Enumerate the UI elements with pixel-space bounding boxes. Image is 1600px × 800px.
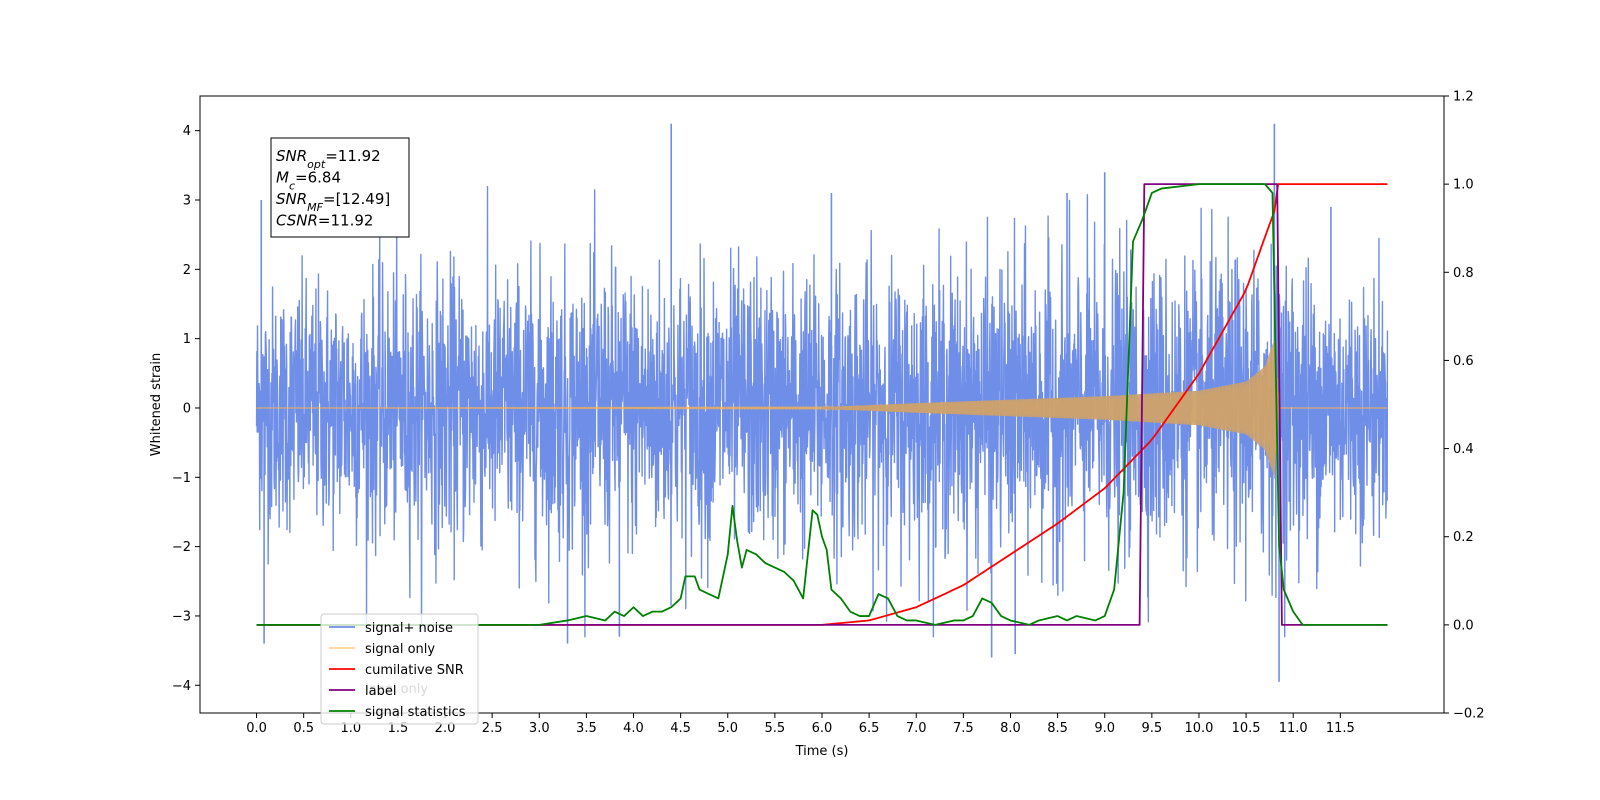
y-tick-label: 0 [183, 401, 191, 416]
x-tick-label: 10.5 [1232, 721, 1261, 736]
x-tick-label: 4.5 [670, 721, 691, 736]
y-tick-label: 4 [183, 124, 191, 139]
axes: 0.0 0.5 1.0 1.5 2.0 2.5 3.0 3.5 4.0 4.5 5.0 5.5 6.0 6… [149, 90, 1485, 760]
y-tick-label: −1 [172, 471, 191, 486]
x-tick-label: 0.0 [246, 721, 267, 736]
x-tick-label: 4.0 [623, 721, 644, 736]
legend-ghost-text: label only [365, 682, 428, 697]
y2-tick-label: 0.6 [1453, 354, 1474, 369]
y-tick-label: −4 [172, 679, 191, 694]
y2-tick-label: 1.0 [1453, 178, 1474, 193]
y-tick-label: −3 [172, 609, 191, 624]
x-tick-label: 7.0 [906, 721, 927, 736]
legend-label: cumilative SNR [365, 663, 464, 678]
legend-label: signal only [365, 642, 435, 657]
y2-tick-label: 0.2 [1453, 530, 1474, 545]
x-tick-label: 2.5 [482, 721, 503, 736]
x-tick-label: 3.0 [529, 721, 550, 736]
annotation-frame [270, 137, 410, 238]
x-tick-label: 3.5 [576, 721, 597, 736]
legend: label only signal+ noise signal only cumila… [320, 613, 479, 725]
annotation-line: Mc=6.84 [276, 169, 341, 193]
y2-tick-label: −0.2 [1453, 707, 1485, 722]
signal-only-envelope [822, 340, 1280, 476]
x-tick-label: 5.0 [717, 721, 738, 736]
x-tick-label: 11.5 [1326, 721, 1355, 736]
x-tick-label: 2.0 [435, 721, 456, 736]
legend-frame [320, 613, 479, 725]
x-tick-label: 9.0 [1094, 721, 1115, 736]
legend-label: label [365, 684, 396, 699]
x-tick-label: 6.5 [859, 721, 880, 736]
x-tick-label: 0.5 [293, 721, 314, 736]
x-axis-label: Time (s) [795, 744, 849, 759]
y2-tick-label: 0.0 [1453, 618, 1474, 633]
y-tick-label: −2 [172, 540, 191, 555]
x-tick-label: 8.5 [1047, 721, 1068, 736]
annotation-line: SNRMF=[12.49] [276, 190, 390, 214]
y2-tick-label: 0.4 [1453, 442, 1474, 457]
y-tick-label: 3 [183, 193, 191, 208]
x-tick-label: 7.5 [953, 721, 974, 736]
annotation-box: SNRopt=11.92Mc=6.84SNRMF=[12.49]CSNR=11.… [270, 137, 410, 238]
x-tick-label: 6.0 [812, 721, 833, 736]
legend-label: signal statistics [365, 705, 466, 720]
y-tick-label: 1 [183, 332, 191, 347]
x-tick-label: 9.5 [1142, 721, 1163, 736]
legend-label: signal+ noise [365, 621, 453, 636]
series-signal-statistics [256, 183, 1388, 626]
x-tick-label: 8.0 [1000, 721, 1021, 736]
y-tick-label: 2 [183, 263, 191, 278]
x-tick-label: 1.5 [388, 721, 409, 736]
x-tick-label: 11.0 [1279, 721, 1308, 736]
x-tick-label: 1.0 [340, 721, 361, 736]
annotation-line: SNRopt=11.92 [276, 147, 381, 171]
y2-tick-label: 0.8 [1453, 266, 1474, 281]
series-signal-noise [255, 185, 1389, 638]
annotation-line: CSNR=11.92 [276, 212, 373, 230]
x-tick-label: 5.5 [765, 721, 786, 736]
plot-area [255, 123, 1389, 682]
y-axis-label: Whitened strain [149, 353, 164, 456]
x-tick-label: 10.0 [1184, 721, 1213, 736]
y2-tick-label: 1.2 [1453, 90, 1474, 105]
